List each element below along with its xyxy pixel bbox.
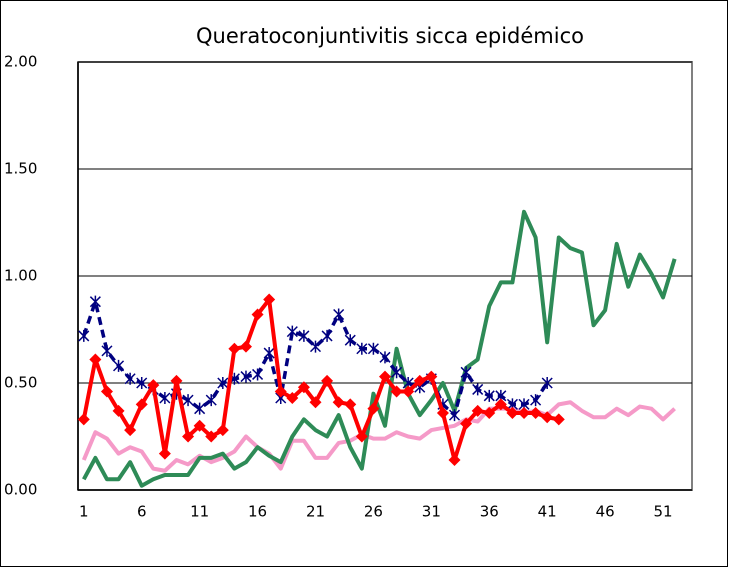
diamond-marker	[182, 430, 195, 443]
asterisk-marker	[78, 329, 90, 342]
asterisk-marker	[240, 370, 252, 383]
asterisk-marker	[530, 394, 542, 407]
x-tick-label: 46	[596, 503, 615, 521]
diamond-marker	[89, 353, 102, 366]
diamond-marker	[506, 406, 519, 419]
diamond-marker	[552, 413, 565, 426]
diamond-marker	[518, 406, 531, 419]
series-line	[81, 400, 676, 473]
asterisk-marker	[124, 372, 136, 385]
diamond-marker	[541, 411, 554, 424]
asterisk-marker	[113, 359, 125, 372]
y-tick-label: 1.00	[4, 267, 37, 285]
y-tick-label: 2.00	[4, 53, 37, 71]
asterisk-marker	[448, 409, 461, 422]
diamond-marker	[147, 379, 160, 392]
asterisk-marker	[217, 377, 229, 389]
diamond-marker	[158, 447, 171, 460]
x-tick-label: 6	[137, 503, 147, 521]
diamond-marker	[413, 374, 426, 387]
diamond-marker	[193, 419, 206, 432]
diamond-marker	[228, 342, 241, 355]
asterisk-marker	[252, 368, 264, 381]
asterisk-marker	[298, 329, 310, 342]
asterisk-marker	[344, 334, 356, 347]
diamond-marker	[124, 424, 137, 437]
diamond-marker	[135, 398, 148, 411]
diamond-marker	[471, 404, 484, 417]
diamond-marker	[216, 424, 229, 437]
diamond-marker	[483, 406, 496, 419]
diamond-marker	[77, 413, 90, 426]
asterisk-marker	[182, 394, 194, 407]
asterisk-marker	[472, 383, 484, 396]
asterisk-marker	[367, 342, 379, 355]
y-tick-label: 0.50	[4, 374, 37, 392]
diamond-marker	[390, 385, 403, 398]
diamond-marker	[448, 454, 461, 467]
diamond-marker	[436, 406, 449, 419]
diamond-marker	[332, 396, 345, 409]
x-tick-label: 16	[248, 503, 267, 521]
diamond-marker	[239, 340, 252, 353]
asterisk-marker	[391, 366, 403, 379]
asterisk-marker	[356, 342, 368, 355]
asterisk-marker	[483, 389, 495, 402]
asterisk-marker	[194, 402, 206, 415]
diamond-marker	[529, 406, 542, 419]
diamond-marker	[402, 385, 415, 398]
diamond-marker	[425, 370, 438, 383]
diamond-marker	[355, 430, 368, 443]
asterisk-marker	[541, 377, 553, 389]
diamond-marker	[379, 370, 391, 383]
x-tick-label: 51	[653, 503, 672, 521]
asterisk-marker	[159, 391, 171, 404]
diamond-marker	[205, 430, 218, 443]
diamond-marker	[494, 398, 507, 411]
diamond-marker	[251, 308, 264, 321]
diamond-marker	[321, 374, 334, 387]
diamond-marker	[112, 404, 125, 417]
x-tick-label: 26	[364, 503, 383, 521]
asterisk-marker	[321, 329, 333, 342]
y-tick-label: 1.50	[4, 160, 37, 178]
x-tick-label: 1	[79, 503, 89, 521]
asterisk-marker	[460, 366, 472, 379]
diamond-marker	[344, 398, 357, 411]
x-tick-label: 21	[306, 503, 325, 521]
diamond-marker	[309, 396, 322, 409]
diamond-marker	[297, 381, 310, 394]
diamond-marker	[100, 385, 113, 398]
asterisk-marker	[286, 325, 298, 338]
asterisk-marker	[89, 295, 101, 308]
y-tick-label: 0.00	[4, 481, 37, 499]
asterisk-marker	[263, 347, 275, 360]
diamond-marker	[274, 385, 287, 398]
x-tick-label: 41	[538, 503, 557, 521]
asterisk-marker	[101, 344, 113, 357]
diamond-marker	[170, 374, 183, 387]
x-tick-label: 31	[422, 503, 441, 521]
diamond-marker	[460, 417, 473, 430]
asterisk-marker	[205, 394, 217, 407]
diamond-marker	[263, 293, 276, 306]
chart-title: Queratoconjuntivitis sicca epidémico	[196, 24, 584, 48]
asterisk-marker	[136, 377, 148, 389]
diamond-marker	[367, 402, 380, 415]
x-tick-label: 36	[480, 503, 499, 521]
diamond-marker	[286, 391, 299, 404]
asterisk-marker	[333, 308, 345, 321]
asterisk-marker	[379, 351, 391, 364]
asterisk-marker	[309, 340, 322, 353]
series-line	[82, 209, 677, 488]
x-tick-label: 11	[190, 503, 209, 521]
